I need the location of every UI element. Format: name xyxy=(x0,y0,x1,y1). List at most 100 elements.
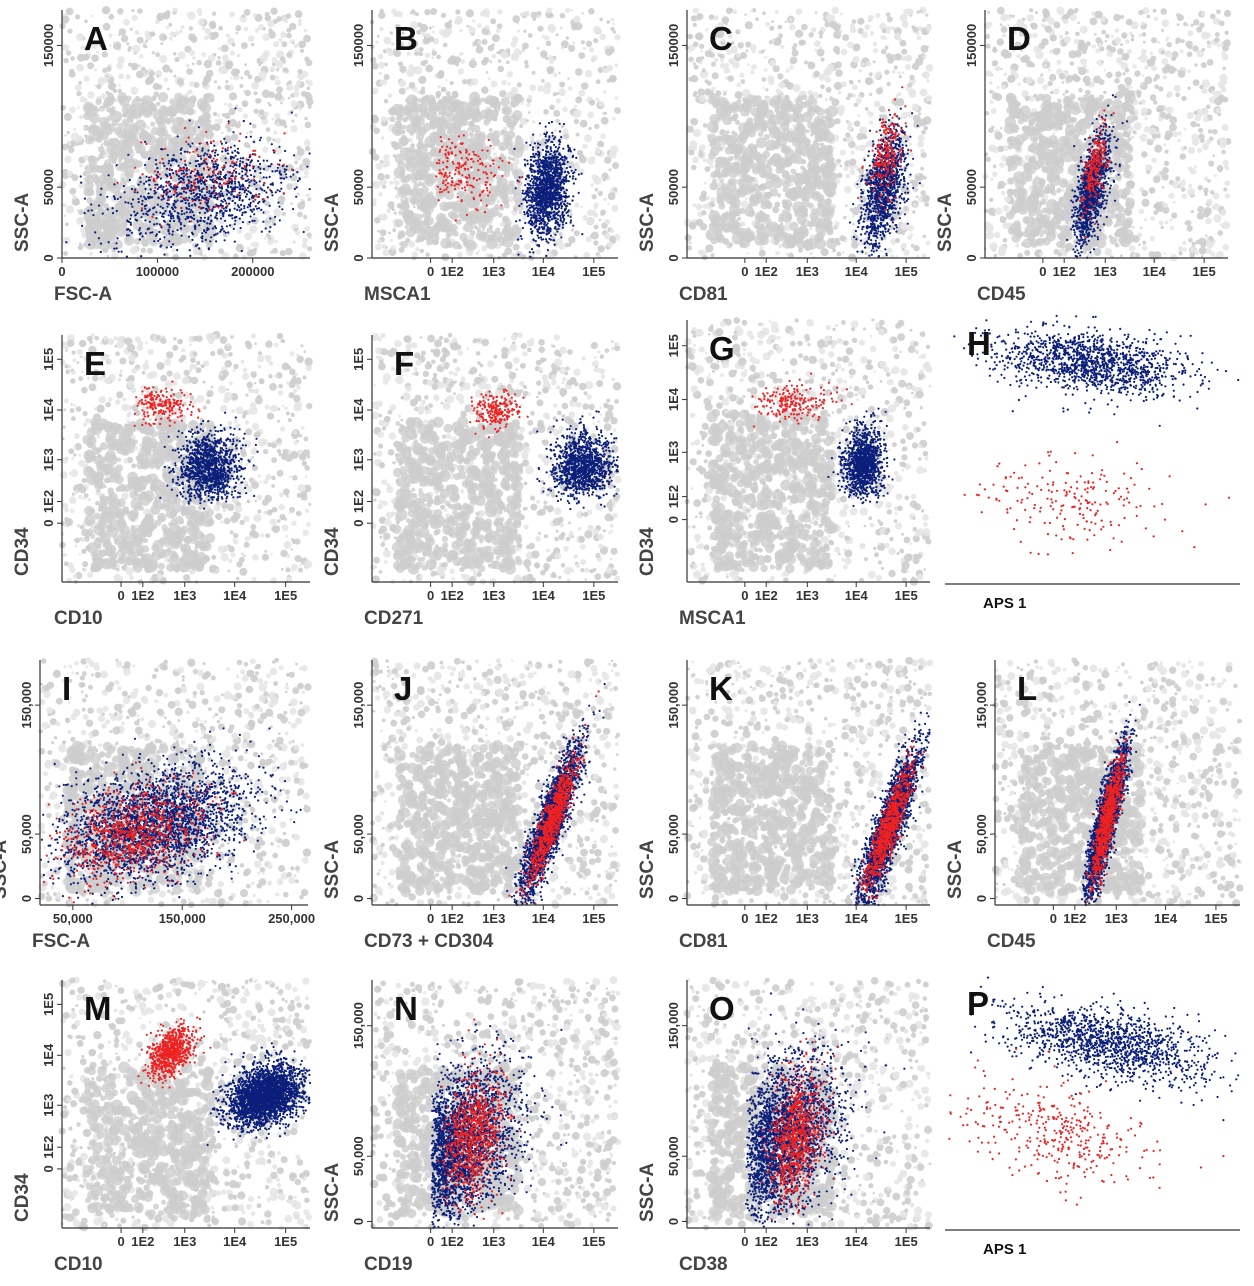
event-point-blue xyxy=(263,184,265,186)
event-point-blue xyxy=(277,167,279,169)
event-point-red xyxy=(274,150,276,152)
event-point-blue xyxy=(157,204,159,206)
event-point-blue xyxy=(234,145,236,147)
event-point-blue xyxy=(562,224,564,226)
event-point-blue xyxy=(166,175,168,177)
event-point-blue xyxy=(526,201,528,203)
event-point-red xyxy=(221,207,223,209)
event-point-blue xyxy=(284,171,286,173)
event-point-blue xyxy=(168,214,170,216)
event-point-blue xyxy=(150,196,152,198)
event-point-blue xyxy=(160,178,162,180)
event-point-red xyxy=(205,131,207,133)
event-point-blue xyxy=(234,223,236,225)
event-point-blue xyxy=(527,163,529,165)
event-point-blue xyxy=(210,219,212,221)
event-point-blue xyxy=(213,163,215,165)
event-point-blue xyxy=(171,207,173,209)
event-point-blue xyxy=(141,203,143,205)
event-point-blue xyxy=(199,194,201,196)
event-point-blue xyxy=(227,231,229,233)
event-point-red xyxy=(213,169,215,171)
event-point-blue xyxy=(139,177,141,179)
event-point-blue xyxy=(191,198,193,200)
event-point-blue xyxy=(155,159,157,161)
event-point-blue xyxy=(245,211,247,213)
event-point-blue xyxy=(257,202,259,204)
event-point-blue xyxy=(189,145,191,147)
event-point-blue xyxy=(188,179,190,181)
event-point-blue xyxy=(199,181,201,183)
event-point-blue xyxy=(236,164,238,166)
event-point-blue xyxy=(259,180,261,182)
event-point-red xyxy=(255,195,257,197)
event-point-blue xyxy=(210,236,212,238)
event-point-blue xyxy=(290,176,292,178)
event-point-blue xyxy=(168,240,170,242)
event-point-blue xyxy=(562,221,564,223)
event-point-red xyxy=(150,176,152,178)
event-point-blue xyxy=(237,148,239,150)
event-point-blue xyxy=(280,188,282,190)
event-point-blue xyxy=(570,219,572,221)
event-point-blue xyxy=(229,224,231,226)
event-point-blue xyxy=(100,243,102,245)
event-point-blue xyxy=(291,111,293,113)
event-point-blue xyxy=(524,213,526,215)
event-point-red xyxy=(235,161,237,163)
event-point-blue xyxy=(228,203,230,205)
event-point-blue xyxy=(155,192,157,194)
event-point-blue xyxy=(563,123,565,125)
event-point-blue xyxy=(230,186,232,188)
event-point-blue xyxy=(262,211,264,213)
event-point-blue xyxy=(214,152,216,154)
event-point-blue xyxy=(222,169,224,171)
event-point-blue xyxy=(560,220,562,222)
event-point-blue xyxy=(208,192,210,194)
event-point-blue xyxy=(134,214,136,216)
event-point-blue xyxy=(242,184,244,186)
event-point-blue xyxy=(567,161,569,163)
event-point-blue xyxy=(123,185,125,187)
event-point-blue xyxy=(154,184,156,186)
event-point-blue xyxy=(275,191,277,193)
event-point-blue xyxy=(221,226,223,228)
event-point-blue xyxy=(270,183,272,185)
event-point-blue xyxy=(203,229,205,231)
event-point-blue xyxy=(216,197,218,199)
event-point-blue xyxy=(239,188,241,190)
event-point-blue xyxy=(559,123,561,125)
event-point-blue xyxy=(271,194,273,196)
event-point-blue xyxy=(296,171,298,173)
event-point-blue xyxy=(129,229,131,231)
event-point-blue xyxy=(227,186,229,188)
event-point-red xyxy=(178,170,180,172)
event-point-blue xyxy=(292,173,294,175)
event-point-blue xyxy=(250,202,252,204)
event-point-red xyxy=(212,140,214,142)
event-point-blue xyxy=(180,223,182,225)
event-point-blue xyxy=(246,175,248,177)
event-point-blue xyxy=(250,136,252,138)
event-point-blue xyxy=(185,192,187,194)
event-point-blue xyxy=(572,177,574,179)
event-point-blue xyxy=(224,220,226,222)
event-point-blue xyxy=(581,233,583,235)
event-point-blue xyxy=(214,166,216,168)
event-point-blue xyxy=(127,154,129,156)
event-point-blue xyxy=(560,136,562,138)
event-point-blue xyxy=(551,218,553,220)
event-point-blue xyxy=(225,142,227,144)
event-point-blue xyxy=(113,183,115,185)
event-point-blue xyxy=(531,248,533,250)
event-point-blue xyxy=(194,226,196,228)
event-point-blue xyxy=(522,190,524,192)
event-point-blue xyxy=(547,206,549,208)
event-point-blue xyxy=(225,162,227,164)
event-point-blue xyxy=(281,177,283,179)
event-point-blue xyxy=(258,207,260,209)
event-point-blue xyxy=(148,184,150,186)
event-point-blue xyxy=(142,235,144,237)
event-point-blue xyxy=(303,231,305,233)
event-point-blue xyxy=(560,170,562,172)
